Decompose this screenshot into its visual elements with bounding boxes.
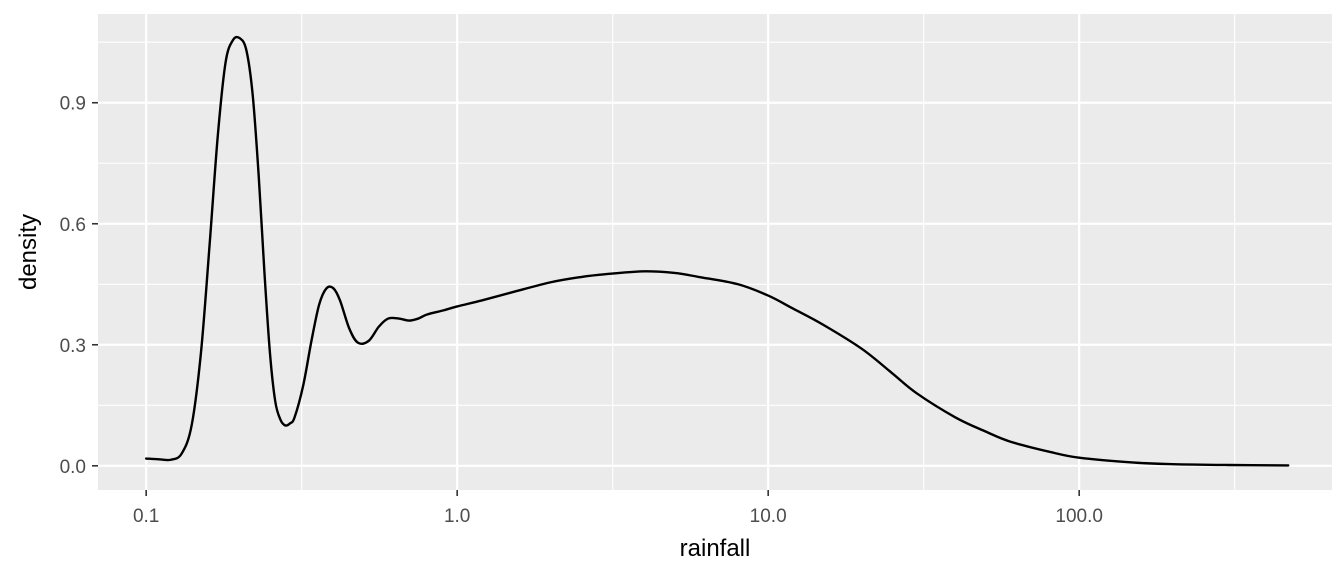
x-axis-title: rainfall [680,535,751,562]
y-tick-label: 0.6 [60,215,86,236]
y-tick-label: 0.3 [60,336,86,357]
x-tick-label: 100.0 [1055,506,1103,527]
density-line [144,35,1290,467]
plot-panel [98,14,1332,490]
x-axis: 0.1 1.0 10.0 100.0 [133,490,1103,527]
major-gridlines [98,14,1332,490]
x-tick-label: 1.0 [444,506,470,527]
y-tick-label: 0.0 [60,457,86,478]
series-layer [144,35,1290,467]
y-tick-label: 0.9 [60,94,86,115]
x-tick-label: 10.0 [750,506,787,527]
y-axis: 0.0 0.3 0.6 0.9 [60,94,98,478]
minor-gridlines [98,14,1332,490]
x-tick-label: 0.1 [133,506,159,527]
y-axis-title: density [15,214,42,290]
